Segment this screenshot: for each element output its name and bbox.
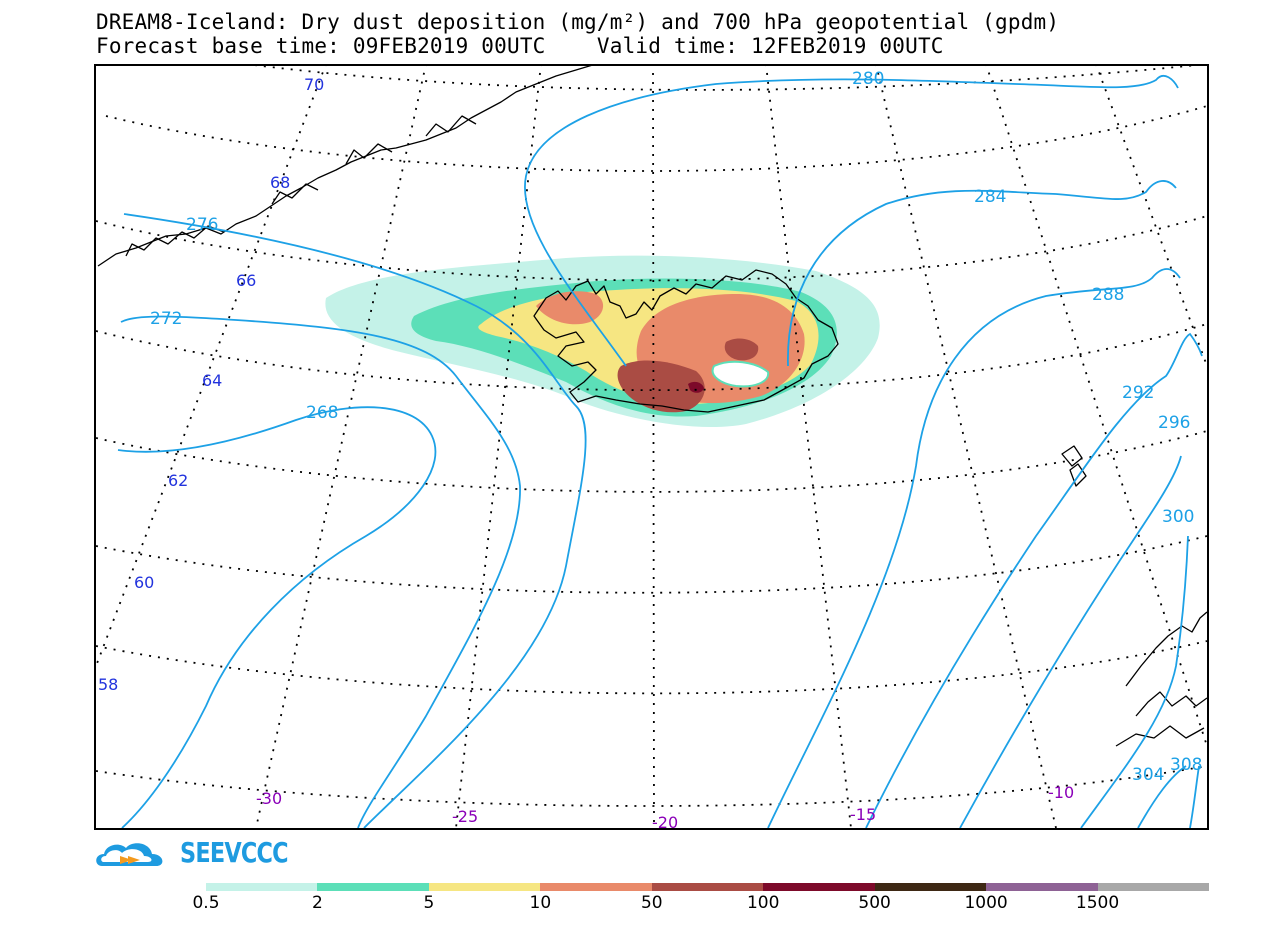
longitude-line-3	[455, 66, 542, 828]
contour-label-300: 300	[1162, 507, 1194, 527]
latitude-line-68	[105, 105, 1207, 172]
contour-284	[787, 180, 1177, 367]
map-panel: 70 68 66 64 62 60 58 -30 -25 -20 -15 -10…	[94, 64, 1209, 830]
colorbar-label: 5	[423, 893, 435, 913]
colorbar-segment	[317, 883, 429, 891]
longitude-line-1	[96, 66, 327, 667]
contour-label-280: 280	[852, 69, 884, 89]
forecast-times: Forecast base time: 09FEB2019 00UTC Vali…	[96, 34, 944, 58]
dust-level-10-west	[536, 291, 604, 325]
dust-level-100	[688, 381, 704, 393]
colorbar-label: 2	[312, 893, 323, 913]
contour-280	[524, 75, 1179, 367]
colorbar-segment	[206, 883, 318, 891]
greenland-coast-detail	[125, 115, 477, 257]
longitude-line-8	[1095, 66, 1207, 367]
lat-label-58: 58	[98, 675, 118, 694]
logo-text: SEEVCCC	[180, 836, 289, 869]
contour-300	[1080, 535, 1189, 828]
contour-296	[959, 455, 1182, 828]
colorbar-segment	[651, 883, 764, 891]
latitude-line-62	[96, 430, 1207, 493]
lat-label-70: 70	[304, 75, 324, 94]
lat-label-68: 68	[270, 173, 290, 192]
lat-label-66: 66	[236, 271, 256, 290]
lat-label-62: 62	[168, 471, 188, 490]
contour-label-288: 288	[1092, 285, 1124, 305]
map-canvas: 70 68 66 64 62 60 58 -30 -25 -20 -15 -10…	[96, 66, 1207, 828]
longitude-line-6	[875, 66, 1057, 828]
contour-276	[123, 213, 587, 828]
coastlines	[97, 66, 1207, 747]
colorbar-segment	[874, 883, 987, 891]
faroe-islands	[1061, 445, 1087, 487]
geopotential-contours	[117, 75, 1203, 828]
colorbar-label: 50	[640, 893, 663, 913]
colorbar-segment	[540, 883, 652, 891]
seevccc-logo	[96, 843, 163, 866]
dust-level-50-east	[724, 338, 759, 361]
colorbar-segment	[986, 883, 1098, 891]
colorbar-label: 100	[746, 893, 780, 913]
dust-deposition-field	[325, 255, 880, 428]
contour-label-304: 304	[1132, 765, 1164, 785]
latitude-line-56	[96, 765, 1207, 807]
dust-level-50	[617, 360, 705, 413]
contour-label-308: 308	[1170, 755, 1202, 775]
colorbar	[206, 883, 1209, 891]
contour-label-292: 292	[1122, 383, 1154, 403]
longitude-line-5	[765, 66, 852, 828]
colorbar-label: 1000	[964, 893, 1008, 913]
lat-label-60: 60	[134, 573, 154, 592]
contour-288	[767, 268, 1181, 828]
lon-label-20: -20	[652, 813, 678, 828]
lon-label-15: -15	[850, 805, 876, 824]
norway-coast	[1115, 611, 1207, 747]
longitude-line-4	[652, 66, 655, 828]
contour-label-284: 284	[974, 187, 1006, 207]
contour-268	[117, 406, 437, 828]
latitude-line-60	[96, 535, 1207, 594]
colorbar-labels: 0.5 2 5 10 50 100 500 1000 1500	[0, 893, 1271, 915]
contour-304	[1137, 765, 1187, 828]
dust-clear-patch	[711, 360, 770, 388]
colorbar-segment	[1097, 883, 1209, 891]
colorbar-label: 10	[529, 893, 552, 913]
contour-label-276: 276	[186, 215, 218, 235]
latitude-line-58	[96, 640, 1207, 695]
graticule	[96, 66, 1207, 828]
longitude-labels: -30 -25 -20 -15 -10	[256, 783, 1074, 828]
contour-label-268: 268	[306, 403, 338, 423]
lat-label-64: 64	[202, 371, 222, 390]
lon-label-25: -25	[452, 807, 478, 826]
contour-label-296: 296	[1158, 413, 1190, 433]
contour-308	[1189, 765, 1200, 828]
lon-label-30: -30	[256, 789, 282, 808]
iceland-coast	[533, 269, 839, 413]
contour-272	[120, 315, 521, 828]
longitude-line-7	[985, 66, 1207, 747]
colorbar-label: 1500	[1075, 893, 1120, 913]
cloud-icon	[96, 843, 163, 866]
greenland-coast	[97, 66, 592, 267]
contour-labels: 280 276 284 272 288 268 292 296 300 304 …	[150, 69, 1202, 785]
contour-292	[865, 332, 1203, 828]
contour-label-272: 272	[150, 309, 182, 329]
colorbar-segment	[428, 883, 541, 891]
colorbar-segment	[763, 883, 875, 891]
lon-label-10: -10	[1048, 783, 1074, 802]
map-title: DREAM8-Iceland: Dry dust deposition (mg/…	[96, 10, 1060, 34]
latitude-labels: 70 68 66 64 62 60 58	[98, 75, 324, 694]
colorbar-label: 0.5	[192, 893, 220, 913]
colorbar-label: 500	[858, 893, 891, 913]
